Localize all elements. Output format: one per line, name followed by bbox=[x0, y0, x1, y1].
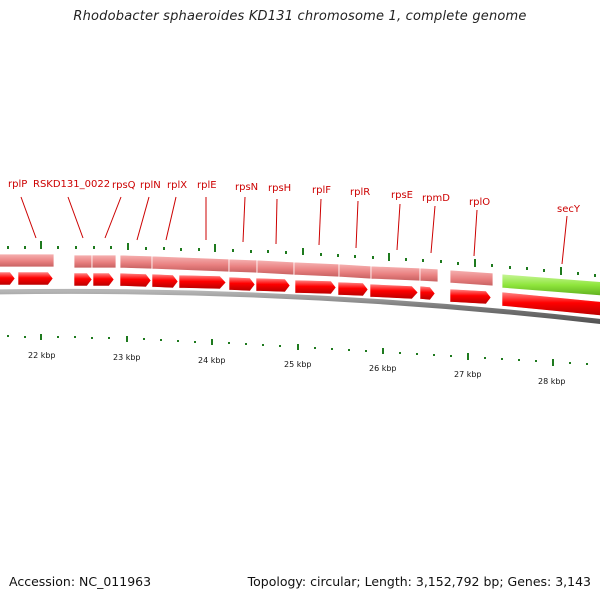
gene-block[interactable] bbox=[370, 265, 421, 282]
gene-arrow[interactable] bbox=[119, 272, 152, 288]
gene-block[interactable] bbox=[228, 258, 258, 274]
gene-labels: rplP RSKD131_0022 rpsQ rplN rplX rplE rp… bbox=[8, 179, 581, 215]
gene-label-rplO[interactable]: rplO bbox=[469, 197, 490, 208]
gene-label-RSKD131_0022[interactable]: RSKD131_0022 bbox=[33, 179, 110, 190]
accession-text: Accession: NC_011963 bbox=[9, 574, 152, 589]
gene-label-rplR[interactable]: rplR bbox=[350, 187, 370, 198]
gene-block-secY[interactable] bbox=[501, 273, 600, 297]
gene-label-rpsN[interactable]: rpsN bbox=[235, 182, 258, 193]
gene-block[interactable] bbox=[91, 254, 117, 269]
gene-arrow[interactable] bbox=[501, 291, 600, 316]
label-leaders bbox=[20, 196, 568, 265]
scale-label: 26 kbp bbox=[369, 364, 397, 373]
scale-ticks bbox=[7, 334, 588, 366]
gene-block[interactable] bbox=[0, 253, 55, 268]
genome-summary-text: Topology: circular; Length: 3,152,792 bp… bbox=[247, 574, 591, 589]
gene-block[interactable] bbox=[73, 254, 93, 269]
scale-label: 22 kbp bbox=[28, 351, 56, 360]
gene-arrow[interactable] bbox=[449, 288, 492, 305]
gene-arrow[interactable] bbox=[151, 273, 179, 289]
gene-label-rplX[interactable]: rplX bbox=[167, 180, 187, 191]
gene-arrow[interactable] bbox=[0, 271, 16, 286]
gene-arrow[interactable] bbox=[419, 285, 436, 301]
gene-arrow[interactable] bbox=[178, 274, 227, 290]
scale-label: 28 kbp bbox=[538, 377, 566, 386]
scale-label: 25 kbp bbox=[284, 360, 312, 369]
gene-label-rplP[interactable]: rplP bbox=[8, 179, 27, 190]
scale-label: 23 kbp bbox=[113, 353, 141, 362]
gene-label-rpsQ[interactable]: rpsQ bbox=[112, 180, 136, 191]
gene-arrow[interactable] bbox=[255, 277, 291, 293]
gene-block[interactable] bbox=[338, 263, 372, 280]
gene-label-rpmD[interactable]: rpmD bbox=[422, 193, 450, 204]
gene-label-rplE[interactable]: rplE bbox=[197, 180, 217, 191]
gene-block[interactable] bbox=[419, 267, 439, 283]
scale-label: 24 kbp bbox=[198, 356, 226, 365]
gene-track-outer bbox=[0, 253, 600, 297]
gene-label-secY[interactable]: secY bbox=[557, 204, 581, 215]
gene-label-rplN[interactable]: rplN bbox=[140, 180, 161, 191]
genome-title: Rhodobacter sphaeroides KD131 chromosome… bbox=[73, 9, 527, 24]
gene-arrow[interactable] bbox=[228, 276, 256, 292]
gene-arrow[interactable] bbox=[294, 279, 337, 295]
gene-block[interactable] bbox=[449, 269, 494, 287]
scale-label: 27 kbp bbox=[454, 370, 482, 379]
gene-block[interactable] bbox=[151, 255, 230, 273]
gene-label-rplF[interactable]: rplF bbox=[312, 185, 331, 196]
gene-arrow[interactable] bbox=[337, 281, 369, 297]
gene-label-rpsH[interactable]: rpsH bbox=[268, 183, 291, 194]
gene-label-rpsE[interactable]: rpsE bbox=[391, 190, 413, 201]
gene-arrow[interactable] bbox=[92, 272, 115, 287]
gene-arrow[interactable] bbox=[369, 283, 419, 300]
gene-track-inner bbox=[0, 271, 600, 316]
gene-block[interactable] bbox=[119, 254, 153, 270]
scale-labels: 22 kbp 23 kbp 24 kbp 25 kbp 26 kbp 27 kb… bbox=[28, 351, 566, 386]
gene-arrow[interactable] bbox=[17, 271, 54, 286]
outer-ticks bbox=[7, 241, 596, 277]
gene-block[interactable] bbox=[293, 261, 340, 278]
gene-arrow[interactable] bbox=[73, 272, 93, 287]
gene-block[interactable] bbox=[256, 259, 295, 276]
genome-backbone bbox=[0, 288, 600, 324]
